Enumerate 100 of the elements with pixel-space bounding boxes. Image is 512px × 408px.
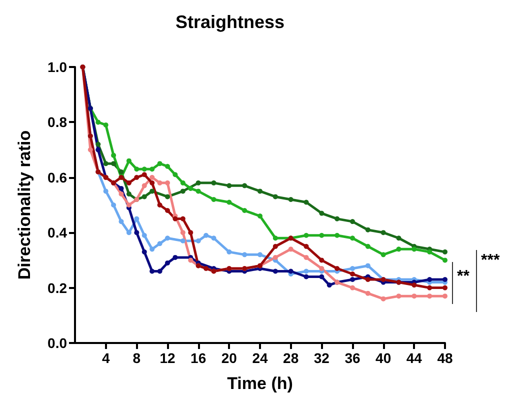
point — [196, 180, 201, 186]
point — [142, 232, 147, 238]
point — [180, 238, 186, 244]
point — [211, 180, 216, 186]
point — [226, 249, 232, 254]
point — [157, 180, 162, 186]
x-tick-label: 44 — [406, 350, 422, 366]
point — [365, 290, 370, 296]
point — [304, 274, 309, 280]
point — [288, 246, 294, 252]
point — [188, 186, 194, 191]
x-tick-label: 24 — [252, 350, 268, 366]
point — [412, 246, 417, 252]
point — [142, 172, 147, 178]
x-tick-label: 48 — [437, 350, 453, 366]
y-axis-title: Directionality ratio — [15, 130, 34, 280]
point — [258, 252, 262, 258]
point — [134, 166, 140, 172]
point — [142, 166, 147, 172]
point — [272, 236, 278, 241]
point — [396, 294, 402, 299]
point — [304, 254, 309, 260]
y-tick-label: 0.0 — [48, 335, 68, 351]
point — [188, 258, 194, 263]
point — [211, 236, 216, 241]
point — [118, 191, 124, 196]
point — [96, 147, 101, 152]
x-tick-label: 28 — [283, 350, 299, 366]
x-tick-label: 4 — [102, 350, 110, 366]
x-tick-label: 12 — [160, 350, 176, 366]
point — [319, 232, 324, 238]
point — [142, 249, 147, 254]
point — [380, 296, 386, 302]
point — [319, 258, 324, 263]
point — [396, 236, 402, 241]
point — [150, 174, 155, 180]
point — [126, 202, 132, 208]
point — [272, 244, 278, 249]
point — [304, 200, 309, 205]
chart-title: Straightness — [175, 12, 285, 32]
point — [165, 194, 170, 200]
point — [180, 216, 186, 222]
point — [211, 196, 216, 202]
text: ** — [457, 268, 470, 286]
point — [258, 188, 262, 194]
text: *** — [481, 252, 500, 270]
point — [126, 191, 132, 196]
point — [427, 294, 432, 299]
point — [126, 230, 132, 236]
point — [118, 186, 124, 191]
point — [304, 232, 309, 238]
point — [96, 142, 101, 147]
x-tick-label: 36 — [344, 350, 360, 366]
point — [288, 268, 294, 274]
point — [319, 210, 324, 216]
point — [165, 236, 170, 241]
point — [157, 268, 162, 274]
point — [150, 188, 155, 194]
point — [242, 252, 248, 258]
point — [180, 188, 186, 194]
point — [196, 238, 201, 244]
point — [103, 161, 108, 166]
point — [172, 172, 178, 178]
point — [242, 183, 248, 188]
x-tick-label: 32 — [314, 350, 330, 366]
point — [204, 232, 209, 238]
point — [150, 268, 155, 274]
point — [134, 230, 140, 236]
point — [88, 147, 93, 152]
point — [319, 274, 324, 280]
x-tick-label: 40 — [376, 350, 392, 366]
point — [350, 266, 355, 271]
point — [126, 180, 132, 186]
point — [412, 294, 417, 299]
point — [442, 285, 448, 290]
point — [334, 266, 340, 271]
point — [258, 214, 262, 219]
point — [442, 258, 448, 263]
point — [365, 277, 370, 282]
point — [350, 272, 355, 276]
point — [118, 219, 124, 224]
point — [326, 282, 332, 288]
point — [304, 244, 309, 249]
point — [319, 266, 324, 271]
point — [365, 263, 370, 268]
point — [111, 152, 116, 158]
point — [396, 246, 402, 252]
point — [288, 196, 294, 202]
point — [165, 260, 170, 266]
point — [96, 120, 101, 125]
point — [150, 180, 155, 186]
point — [150, 166, 155, 172]
y-tick-label: 0.6 — [48, 169, 68, 186]
point — [103, 188, 108, 194]
point — [118, 169, 124, 174]
point — [272, 254, 278, 260]
point — [427, 249, 432, 254]
point — [272, 194, 278, 200]
point — [165, 164, 170, 169]
point — [365, 227, 370, 232]
